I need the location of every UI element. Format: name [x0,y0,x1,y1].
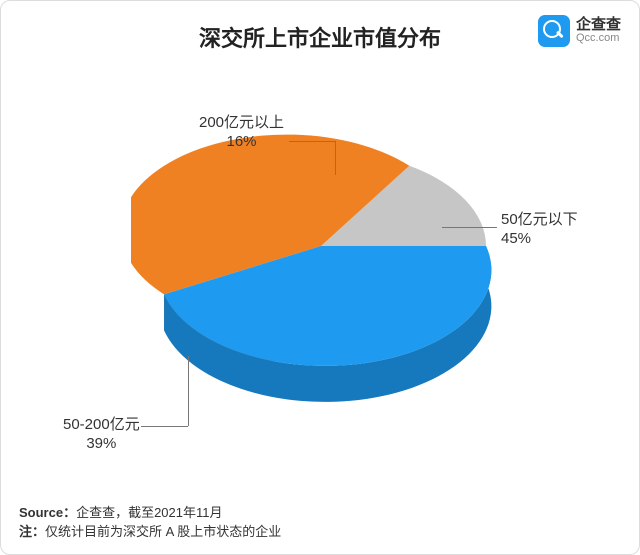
brand-logo: 企查查 Qcc.com [538,15,621,47]
slice-value: 16% [199,133,284,152]
source-label: Source： [19,505,76,520]
pie-chart: 50亿元以下 45% 50-200亿元 39% 200亿元以上 16% [1,66,639,494]
slice-value: 39% [63,435,140,454]
slice-name: 50亿元以下 [501,211,578,230]
slice-name: 200亿元以上 [199,114,284,133]
slice-label-3: 200亿元以上 16% [199,114,284,152]
slice-label-1: 50亿元以下 45% [501,211,578,249]
slice-name: 50-200亿元 [63,416,140,435]
footer: Source：企查查，截至2021年11月 注：仅统计目前为深交所 A 股上市状… [19,504,281,542]
note-text: 仅统计目前为深交所 A 股上市状态的企业 [45,524,281,539]
chart-card: 深交所上市企业市值分布 企查查 Qcc.com [0,0,640,555]
slice-label-2: 50-200亿元 39% [63,416,140,454]
note-line: 注：仅统计目前为深交所 A 股上市状态的企业 [19,523,281,542]
brand-text: 企查查 Qcc.com [576,17,621,44]
brand-name-en: Qcc.com [576,33,621,45]
leader-line [141,426,188,427]
leader-line [442,227,497,228]
source-line: Source：企查查，截至2021年11月 [19,504,281,523]
leader-line [335,141,336,175]
slice-value: 45% [501,230,578,249]
search-icon [538,15,570,47]
note-label: 注： [19,524,45,539]
source-text: 企查查，截至2021年11月 [76,505,222,520]
brand-name-cn: 企查查 [576,17,621,33]
leader-line [289,141,335,142]
leader-line [188,356,189,426]
